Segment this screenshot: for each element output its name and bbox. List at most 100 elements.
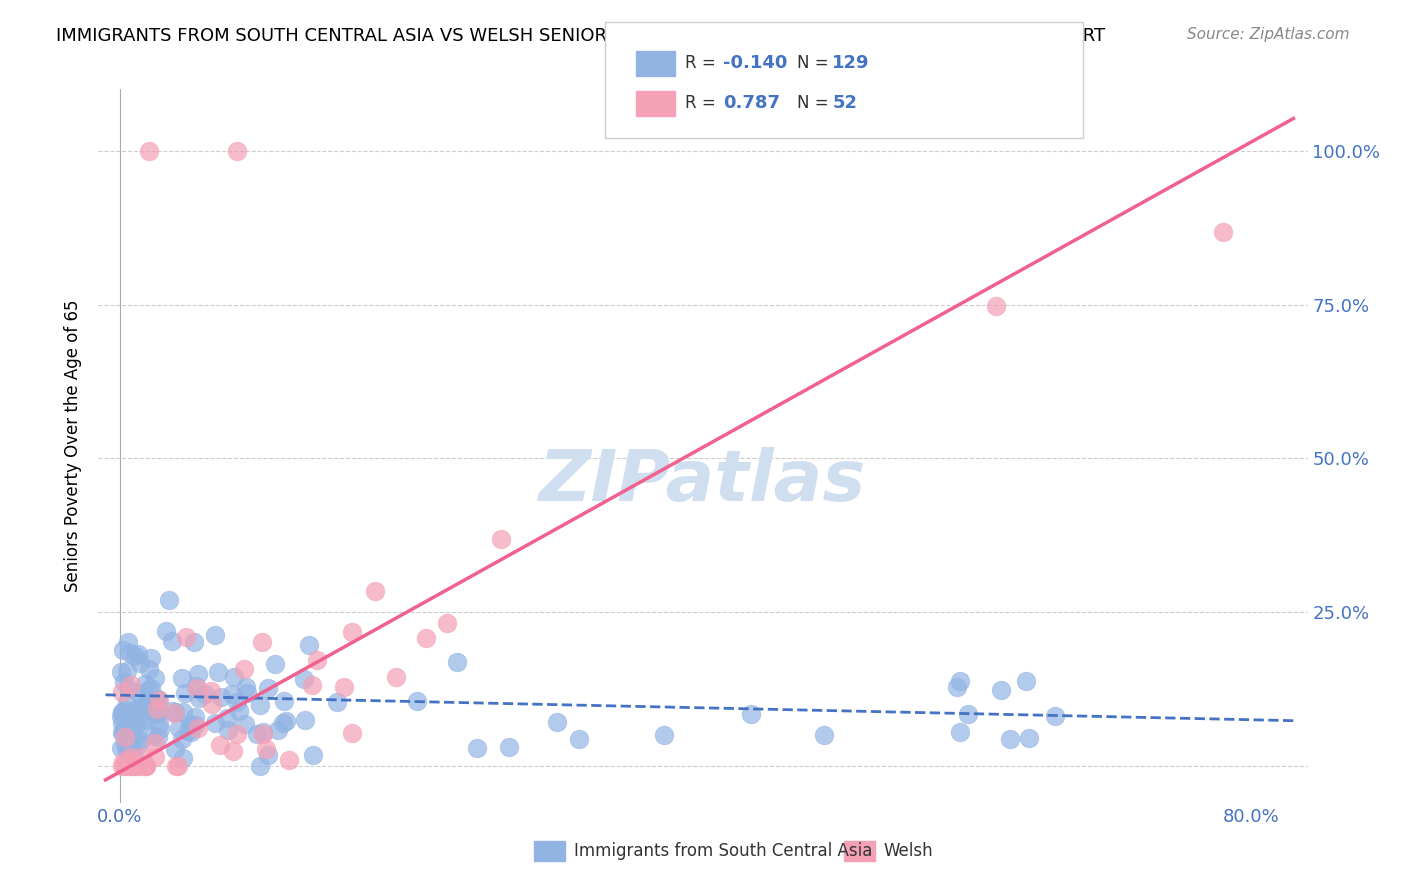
Point xyxy=(294,714,316,728)
Point xyxy=(1043,708,1066,723)
Point xyxy=(142,730,165,744)
Point xyxy=(224,670,246,684)
Point xyxy=(110,709,132,723)
Point xyxy=(225,727,247,741)
Point xyxy=(111,759,134,773)
Point xyxy=(155,624,177,638)
Point xyxy=(177,723,200,738)
Point xyxy=(174,630,197,644)
Point xyxy=(211,690,233,704)
Point xyxy=(436,616,458,631)
Point xyxy=(112,723,135,737)
Point xyxy=(267,723,290,737)
Point xyxy=(114,730,136,744)
Point xyxy=(112,755,135,769)
Point xyxy=(129,700,152,714)
Point xyxy=(209,739,232,753)
Point xyxy=(568,731,591,746)
Text: Source: ZipAtlas.com: Source: ZipAtlas.com xyxy=(1187,27,1350,42)
Point xyxy=(1018,731,1040,746)
Point xyxy=(273,694,295,708)
Point xyxy=(115,664,138,678)
Point xyxy=(342,624,364,639)
Point xyxy=(143,671,166,685)
Point xyxy=(114,737,136,751)
Point xyxy=(121,743,143,757)
Point xyxy=(273,716,295,731)
Point xyxy=(124,750,146,764)
Point xyxy=(222,744,245,758)
Text: ZIPatlas: ZIPatlas xyxy=(540,447,866,516)
Point xyxy=(257,681,280,696)
Point xyxy=(134,677,156,691)
Point xyxy=(124,715,146,730)
Point xyxy=(184,718,207,732)
Point xyxy=(204,715,226,730)
Point xyxy=(180,725,202,739)
Text: R =: R = xyxy=(685,95,721,112)
Point xyxy=(146,702,169,716)
Point xyxy=(111,643,134,657)
Point xyxy=(117,716,139,731)
Point xyxy=(127,759,149,773)
Point xyxy=(111,727,134,741)
Point xyxy=(163,706,186,720)
Point xyxy=(986,299,1008,313)
Point xyxy=(998,731,1021,746)
Point xyxy=(127,647,149,661)
Text: -0.140: -0.140 xyxy=(723,54,787,72)
Point xyxy=(135,759,157,773)
Point xyxy=(292,672,315,686)
Point xyxy=(141,681,163,696)
Point xyxy=(233,716,256,731)
Point xyxy=(134,759,156,773)
Point xyxy=(264,657,287,672)
Point xyxy=(120,749,142,764)
Point xyxy=(115,741,138,756)
Point xyxy=(114,759,136,773)
Point xyxy=(124,707,146,722)
Point xyxy=(121,753,143,767)
Point xyxy=(252,725,274,739)
Point xyxy=(172,705,194,719)
Point xyxy=(148,692,170,706)
Point xyxy=(172,751,194,765)
Text: Immigrants from South Central Asia: Immigrants from South Central Asia xyxy=(574,842,872,860)
Point xyxy=(217,723,239,738)
Point xyxy=(139,650,162,665)
Point xyxy=(228,704,250,718)
Point xyxy=(250,635,273,649)
Point xyxy=(226,695,249,709)
Point xyxy=(302,747,325,762)
Point xyxy=(221,687,243,701)
Point xyxy=(112,674,135,689)
Text: N =: N = xyxy=(797,95,834,112)
Point xyxy=(115,759,138,773)
Point xyxy=(127,759,149,773)
Point xyxy=(121,759,143,773)
Point xyxy=(160,704,183,718)
Point xyxy=(276,714,298,729)
Point xyxy=(110,725,132,739)
Point xyxy=(120,759,142,773)
Point xyxy=(138,144,160,158)
Point xyxy=(813,728,835,742)
Point xyxy=(111,706,134,720)
Point xyxy=(194,687,217,701)
Point xyxy=(256,748,278,763)
Point xyxy=(149,722,172,736)
Point xyxy=(122,731,145,745)
Point xyxy=(118,706,141,720)
Point xyxy=(277,752,299,766)
Point xyxy=(233,662,256,676)
Point xyxy=(120,678,142,692)
Point xyxy=(179,717,201,731)
Point xyxy=(132,714,155,728)
Point xyxy=(165,759,187,773)
Point xyxy=(172,672,194,686)
Point xyxy=(364,584,387,599)
Point xyxy=(111,685,134,699)
Point xyxy=(307,653,329,667)
Point xyxy=(489,532,512,546)
Point xyxy=(236,685,259,699)
